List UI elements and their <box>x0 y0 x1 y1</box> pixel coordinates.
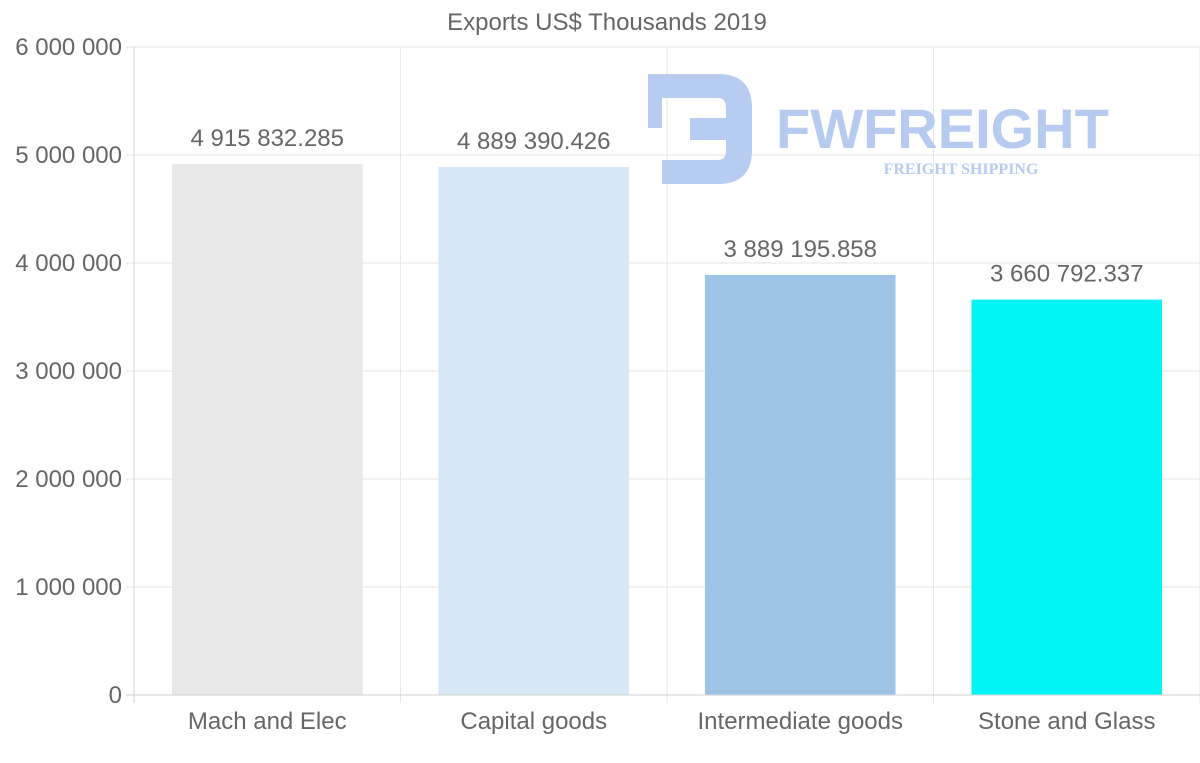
fw-logo-mark-icon <box>648 74 752 184</box>
chart-title: Exports US$ Thousands 2019 <box>447 9 767 36</box>
bar <box>438 166 630 696</box>
watermark-brand: FWFREIGHT <box>776 97 1109 160</box>
bar-value-label: 4 915 832.285 <box>191 125 344 152</box>
y-tick-label: 5 000 000 <box>15 142 122 169</box>
data-labels: 4 915 832.285 4 889 390.426 3 889 195.858 3… <box>191 125 1144 288</box>
bar-value-label: 3 889 195.858 <box>724 236 877 263</box>
bar-value-label: 3 660 792.337 <box>990 261 1143 288</box>
y-tick-label: 3 000 000 <box>15 358 122 385</box>
x-category-label: Capital goods <box>460 708 607 735</box>
watermark-logo: FWFREIGHT FREIGHT SHIPPING <box>648 74 1109 184</box>
y-tick-label: 4 000 000 <box>15 250 122 277</box>
y-tick-label: 2 000 000 <box>15 466 122 493</box>
y-tick-label: 0 <box>109 682 122 709</box>
x-category-label: Mach and Elec <box>188 708 347 735</box>
x-category-label: Stone and Glass <box>978 708 1155 735</box>
bar <box>704 274 896 695</box>
x-axis-categories: Mach and Elec Capital goods Intermediate g… <box>188 708 1156 735</box>
bar-value-label: 4 889 390.426 <box>457 128 610 155</box>
bar <box>971 299 1163 695</box>
y-axis-ticks: 0 1 000 000 2 000 000 3 000 000 4 000 000 5 0… <box>15 34 122 709</box>
y-tick-label: 6 000 000 <box>15 34 122 61</box>
bars <box>171 164 1163 696</box>
x-category-label: Intermediate goods <box>698 708 903 735</box>
y-tick-label: 1 000 000 <box>15 574 122 601</box>
bar <box>171 164 363 696</box>
watermark-tagline: FREIGHT SHIPPING <box>884 161 1039 178</box>
